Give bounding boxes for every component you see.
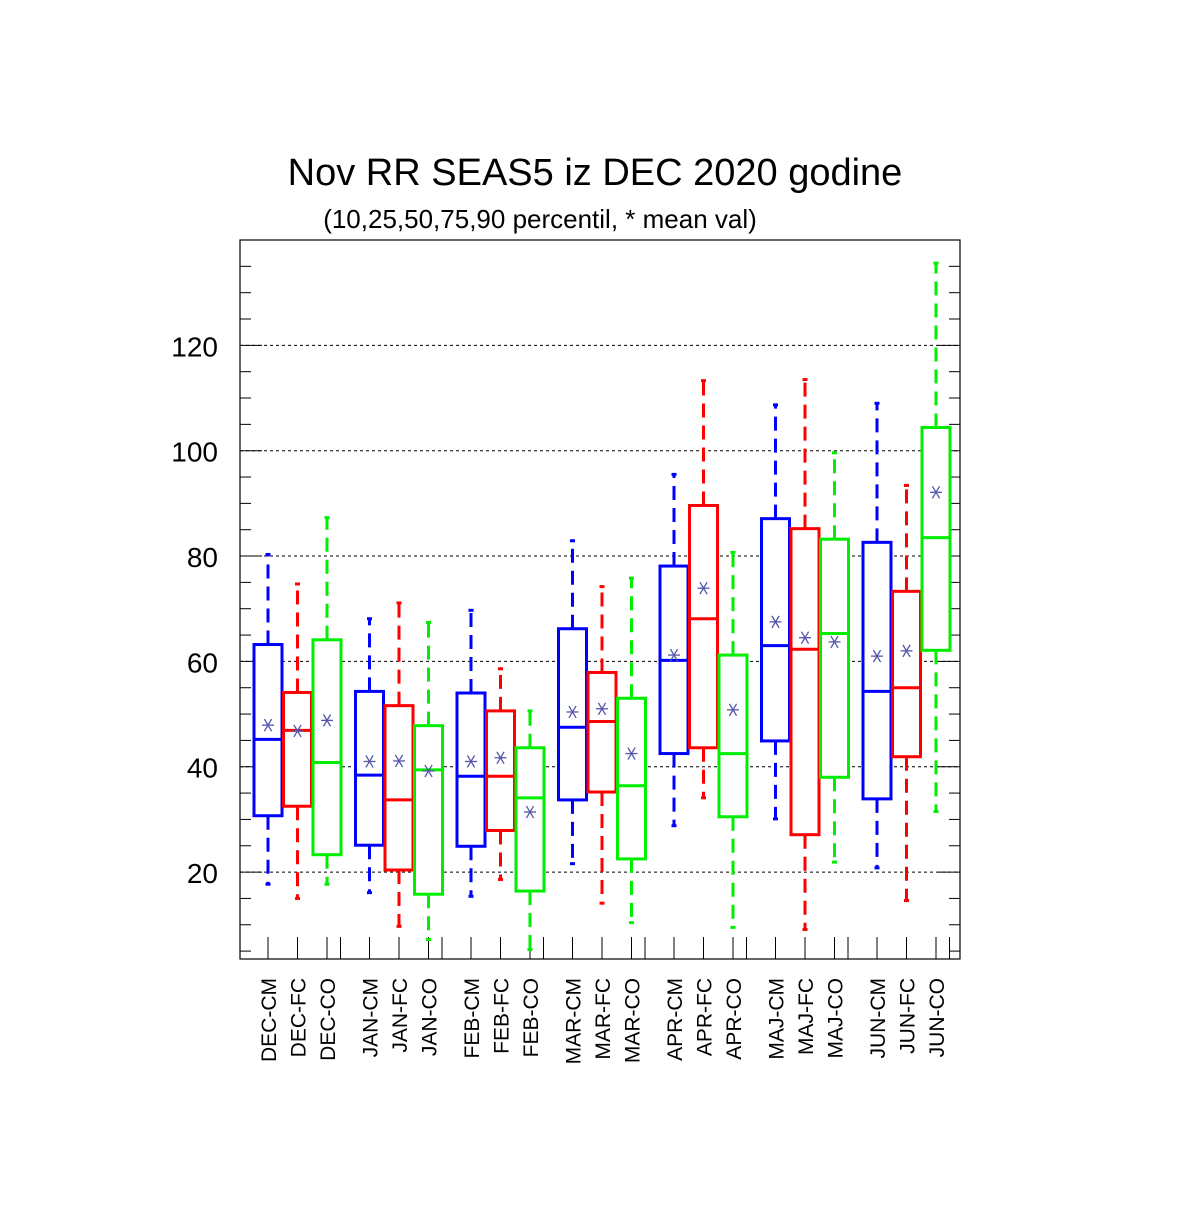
- x-tick-label: MAR-CO: [622, 978, 645, 1063]
- x-tick-label: MAJ-CM: [766, 978, 789, 1060]
- x-tick-label: APR-CO: [723, 978, 746, 1060]
- mean-marker: [363, 755, 376, 768]
- x-tick-label: FEB-CO: [520, 978, 543, 1057]
- mean-marker-stroke: [800, 631, 810, 645]
- box: [717, 653, 749, 819]
- x-tick-label: DEC-CM: [258, 978, 281, 1062]
- x-tick-label: FEB-CM: [461, 978, 484, 1059]
- box: [354, 689, 385, 847]
- mean-marker-stroke: [322, 714, 332, 727]
- x-tick-label: JUN-FC: [897, 978, 920, 1054]
- plot-frame: [239, 239, 961, 960]
- box: [616, 696, 647, 861]
- mean-marker: [596, 702, 608, 716]
- box: [819, 537, 850, 779]
- mean-marker: [393, 754, 405, 768]
- mean-marker-stroke: [466, 755, 476, 768]
- x-tick-label: MAJ-FC: [795, 978, 818, 1055]
- x-tick-label: JAN-CO: [419, 978, 442, 1056]
- mean-marker-stroke: [872, 649, 882, 663]
- mean-marker-stroke: [830, 635, 839, 649]
- box: [413, 724, 444, 896]
- x-tick-label: FEB-FC: [491, 978, 514, 1054]
- mean-marker: [291, 724, 304, 738]
- mean-marker-stroke: [627, 747, 636, 760]
- y-tick-label: 80: [187, 542, 218, 573]
- mean-marker-stroke: [496, 751, 505, 765]
- mean-marker-stroke: [424, 764, 433, 778]
- mean-marker: [769, 615, 782, 629]
- box: [557, 627, 588, 802]
- mean-marker-stroke: [669, 648, 679, 662]
- x-tick-label: DEC-CO: [317, 978, 340, 1061]
- box: [311, 638, 343, 857]
- mean-marker: [625, 747, 638, 760]
- mean-marker: [262, 718, 274, 732]
- box: [688, 503, 719, 750]
- x-tick-label: DEC-FC: [288, 978, 311, 1057]
- mean-marker: [494, 751, 507, 765]
- mean-marker: [727, 703, 739, 717]
- mean-marker-stroke: [263, 718, 273, 732]
- mean-marker-stroke: [568, 705, 577, 719]
- mean-marker: [697, 581, 710, 595]
- mean-marker-stroke: [728, 703, 738, 717]
- x-tick-label: APR-CM: [664, 978, 687, 1061]
- box: [789, 527, 821, 837]
- mean-marker-stroke: [365, 755, 374, 768]
- mean-marker-stroke: [525, 805, 535, 819]
- chart-title: Nov RR SEAS5 iz DEC 2020 godine: [288, 152, 903, 194]
- box: [514, 746, 546, 893]
- x-tick-label: MAR-FC: [592, 978, 615, 1060]
- box: [485, 709, 516, 832]
- y-tick-label: 100: [171, 437, 218, 468]
- x-tick-label: JAN-FC: [389, 978, 412, 1053]
- mean-marker: [930, 485, 942, 499]
- mean-marker: [422, 764, 435, 778]
- box: [861, 540, 893, 801]
- mean-marker: [828, 635, 841, 649]
- mean-marker: [799, 631, 811, 645]
- box: [455, 691, 487, 848]
- box: [891, 589, 922, 759]
- mean-marker-stroke: [293, 724, 302, 738]
- mean-marker-stroke: [902, 644, 911, 658]
- x-tick-label: JAN-CM: [360, 978, 383, 1057]
- y-tick-label: 120: [171, 331, 218, 362]
- box: [252, 643, 284, 818]
- mean-marker-stroke: [394, 754, 404, 768]
- mean-marker: [465, 755, 477, 768]
- y-tick-label: 20: [187, 858, 218, 889]
- mean-marker-stroke: [931, 485, 941, 499]
- y-tick-label: 60: [187, 647, 218, 678]
- x-tick-label: JUN-CM: [867, 978, 890, 1058]
- box: [586, 670, 618, 794]
- mean-marker-stroke: [699, 581, 708, 595]
- x-tick-label: MAJ-CO: [825, 978, 848, 1059]
- x-tick-label: APR-FC: [694, 978, 717, 1056]
- y-tick-label: 40: [187, 753, 218, 784]
- x-tick-label: MAR-CM: [563, 978, 586, 1064]
- box: [760, 517, 791, 743]
- mean-marker-stroke: [771, 615, 780, 629]
- mean-marker: [871, 649, 883, 663]
- box: [282, 690, 313, 808]
- mean-marker: [668, 648, 680, 662]
- plot-area: 20 40 60 80 100 120 DEC-CM DEC-FC DEC-CO JAN-CM JA…: [171, 239, 961, 1064]
- x-tick-label: JUN-CO: [926, 978, 949, 1057]
- mean-marker: [566, 705, 579, 719]
- chart-subtitle: (10,25,50,75,90 percentil, * mean val): [323, 204, 757, 234]
- mean-marker: [900, 644, 913, 658]
- mean-marker: [524, 805, 536, 819]
- box: [383, 704, 415, 872]
- mean-marker-stroke: [597, 702, 607, 716]
- mean-marker: [321, 714, 333, 727]
